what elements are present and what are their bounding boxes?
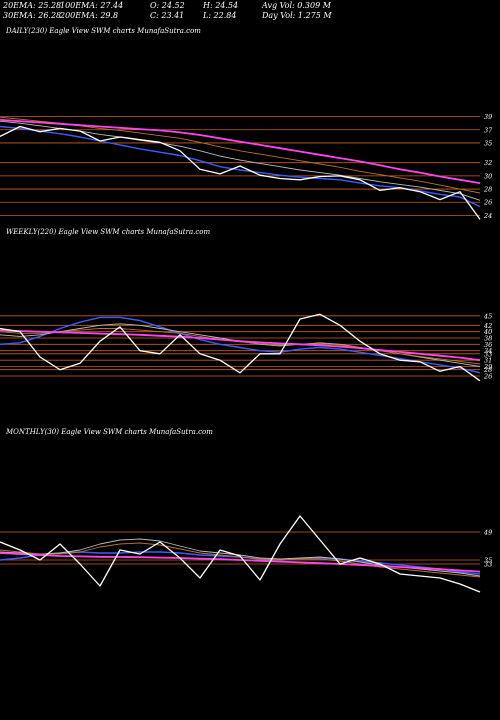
price-line: [0, 313, 481, 382]
y-tick-label: 29: [483, 363, 492, 371]
price-line: [0, 125, 481, 220]
header-row-2-e: Day Vol: 1.275 M: [262, 11, 332, 20]
y-tick-label: 35: [484, 557, 492, 565]
y-tick-label: 36: [484, 341, 492, 349]
y-tick-label: 33: [484, 561, 492, 569]
y-tick-label: 32: [484, 159, 492, 167]
avg-vol-value: Avg Vol: 0.309 M: [262, 1, 331, 10]
header-row-2: 30EMA: 26.28: [3, 11, 61, 20]
y-tick-label: 31: [484, 357, 492, 365]
y-tick-label: 34: [484, 347, 492, 355]
ema-line-magenta: [0, 329, 481, 362]
y-tick-label: 45: [483, 312, 492, 320]
ema-line-magenta: [0, 552, 481, 573]
y-tick-label: 39: [484, 113, 492, 121]
ema30-value: 30EMA: 26.28: [3, 11, 62, 20]
ema-line-brown: [0, 328, 481, 365]
y-tick-label: 30: [484, 172, 492, 180]
low-value: L: 22.84: [203, 11, 237, 20]
price-line: [0, 515, 481, 593]
header-row-1: 20EMA: 25.28: [3, 1, 61, 10]
high-value: H: 24.54: [203, 1, 239, 10]
y-tick-label: 28: [483, 366, 492, 374]
header-row-2-d: L: 22.84: [203, 11, 236, 20]
header-row-1-b: 100EMA: 27.44: [60, 1, 123, 10]
monthly-panel-title: MONTHLY(30) Eagle View SWM charts Munafa…: [6, 428, 213, 436]
ema100-value: 100EMA: 27.44: [60, 1, 124, 10]
y-tick-label: 42: [483, 322, 492, 330]
ema-line-magenta: [0, 119, 481, 184]
y-tick-label: 26: [483, 199, 492, 207]
ema-line-blue: [0, 316, 481, 374]
header-row-2-c: C: 23.41: [150, 11, 184, 20]
ema200-value: 200EMA: 29.8: [60, 11, 119, 20]
ema20-value: 20EMA: 25.28: [3, 1, 62, 10]
header-row-2-b: 200EMA: 29.8: [60, 11, 118, 20]
y-tick-label: 40: [483, 328, 492, 336]
header-row-1-c: O: 24.52: [150, 1, 185, 10]
header-row-1-d: H: 24.54: [203, 1, 238, 10]
y-tick-label: 35: [484, 139, 492, 147]
y-tick-label: 37: [484, 126, 493, 134]
y-tick-label: 49: [483, 529, 492, 537]
y-tick-label: 24: [483, 212, 492, 220]
y-tick-label: 38: [484, 335, 492, 343]
daily-panel-title: DAILY(230) Eagle View SWM charts MunafaS…: [6, 27, 201, 35]
y-tick-label: 26: [483, 373, 492, 381]
y-tick-label: 33: [484, 350, 492, 358]
open-value: O: 24.52: [150, 1, 185, 10]
ema-line-brown: [0, 116, 481, 194]
weekly-panel-title: WEEKLY(220) Eagle View SWM charts Munafa…: [6, 228, 211, 236]
y-tick-label: 28: [483, 186, 492, 194]
header-row-1-e: Avg Vol: 0.309 M: [262, 1, 331, 10]
day-vol-value: Day Vol: 1.275 M: [262, 11, 332, 20]
close-value: C: 23.41: [150, 11, 185, 20]
daily-chart: 39 37 35 32 30 28 26 24: [0, 113, 493, 220]
